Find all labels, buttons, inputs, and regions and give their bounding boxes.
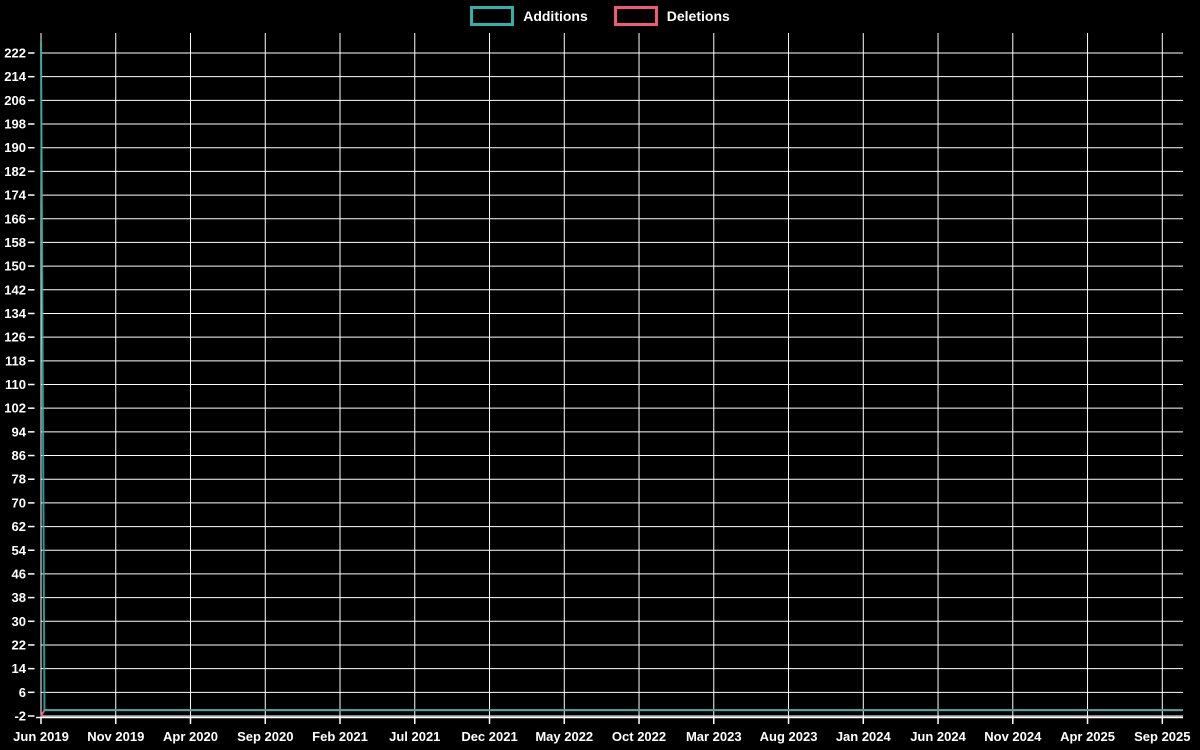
svg-text:Feb 2021: Feb 2021 — [312, 729, 368, 744]
svg-text:14: 14 — [12, 661, 27, 676]
svg-text:-2: -2 — [14, 709, 26, 724]
svg-text:30: 30 — [12, 614, 26, 629]
svg-text:206: 206 — [4, 93, 26, 108]
svg-text:Sep 2025: Sep 2025 — [1134, 729, 1190, 744]
svg-text:70: 70 — [12, 495, 26, 510]
svg-text:110: 110 — [5, 377, 26, 392]
svg-text:Apr 2020: Apr 2020 — [163, 729, 218, 744]
svg-text:150: 150 — [4, 259, 26, 274]
svg-text:Nov 2019: Nov 2019 — [87, 729, 144, 744]
svg-text:54: 54 — [12, 543, 27, 558]
y-axis-tick-labels: -2 6 14 22 30 38 46 54 62 70 78 86 94 102 110 118 126 134… — [4, 46, 26, 724]
vertical-gridlines — [40, 33, 1164, 724]
svg-text:46: 46 — [12, 566, 26, 581]
svg-text:Apr 2025: Apr 2025 — [1060, 729, 1115, 744]
svg-text:142: 142 — [4, 282, 26, 297]
svg-text:Aug 2023: Aug 2023 — [760, 729, 818, 744]
svg-text:182: 182 — [4, 164, 26, 179]
svg-text:Oct 2022: Oct 2022 — [612, 729, 666, 744]
svg-text:Mar 2023: Mar 2023 — [686, 729, 742, 744]
svg-text:Jun 2019: Jun 2019 — [13, 729, 69, 744]
legend-item-deletions[interactable]: Deletions — [613, 6, 730, 26]
svg-text:198: 198 — [4, 117, 26, 132]
additions-swatch-icon — [470, 6, 515, 26]
legend-item-additions[interactable]: Additions — [470, 6, 588, 26]
svg-text:Jan 2024: Jan 2024 — [836, 729, 892, 744]
svg-text:62: 62 — [12, 519, 26, 534]
svg-text:Nov 2024: Nov 2024 — [984, 729, 1042, 744]
svg-text:126: 126 — [4, 330, 26, 345]
deletions-swatch-icon — [613, 6, 658, 26]
svg-text:190: 190 — [4, 140, 26, 155]
svg-text:Jun 2024: Jun 2024 — [910, 729, 966, 744]
svg-text:May 2022: May 2022 — [535, 729, 593, 744]
svg-text:Jul 2021: Jul 2021 — [389, 729, 440, 744]
svg-text:174: 174 — [4, 188, 26, 203]
svg-text:222: 222 — [4, 46, 26, 61]
svg-text:38: 38 — [12, 590, 26, 605]
svg-text:Sep 2020: Sep 2020 — [237, 729, 293, 744]
svg-text:Dec 2021: Dec 2021 — [461, 729, 517, 744]
svg-text:6: 6 — [19, 685, 26, 700]
svg-text:94: 94 — [12, 424, 27, 439]
svg-text:78: 78 — [12, 472, 26, 487]
horizontal-gridlines — [28, 52, 1183, 717]
svg-text:86: 86 — [12, 448, 26, 463]
legend-label-deletions: Deletions — [666, 8, 730, 24]
x-axis-tick-labels: Jun 2019 Nov 2019 Apr 2020 Sep 2020 Feb 2021… — [13, 729, 1190, 744]
axis-lines — [36, 33, 1183, 719]
legend-label-additions: Additions — [523, 8, 588, 24]
svg-text:22: 22 — [12, 637, 26, 652]
additions-line — [40, 41, 1183, 712]
svg-text:134: 134 — [4, 306, 26, 321]
chart-legend: Additions Deletions — [0, 6, 1200, 26]
svg-text:166: 166 — [4, 211, 26, 226]
svg-text:214: 214 — [4, 69, 26, 84]
svg-text:118: 118 — [5, 353, 26, 368]
svg-text:158: 158 — [4, 235, 26, 250]
svg-text:102: 102 — [4, 401, 26, 416]
